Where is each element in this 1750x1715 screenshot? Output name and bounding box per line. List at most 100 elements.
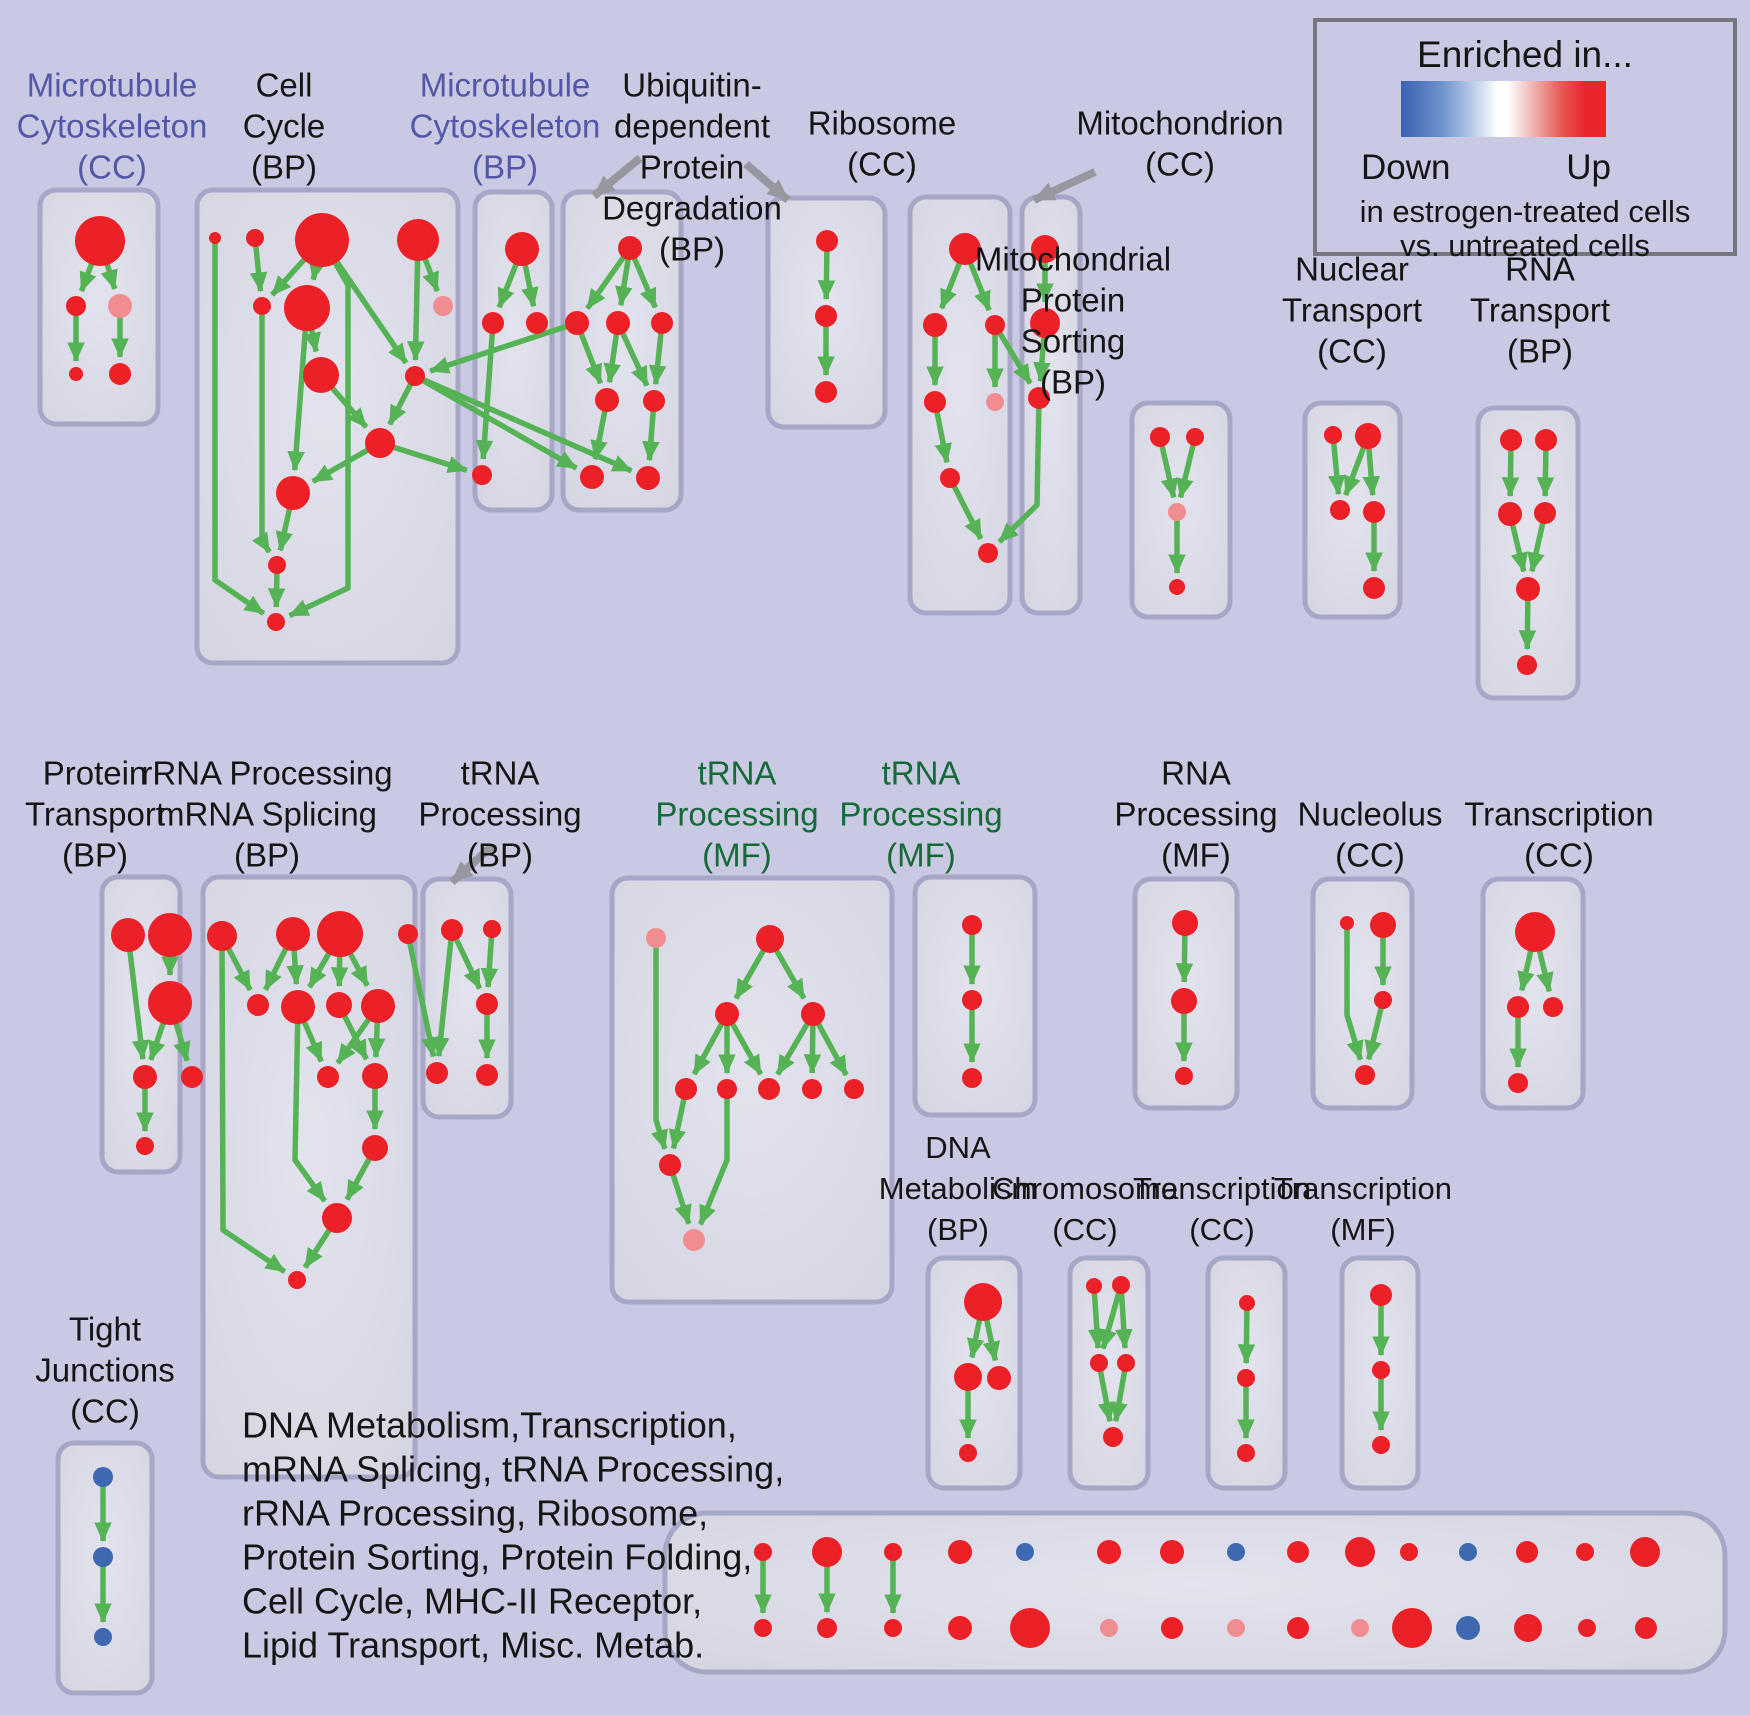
edge-arrow	[1176, 436, 1198, 499]
go-term-node	[1363, 577, 1385, 599]
go-term-node	[1630, 1537, 1660, 1567]
go-term-node	[754, 1543, 772, 1561]
svg-text:(BP): (BP)	[1040, 364, 1106, 401]
legend-box: Enriched in... Down Up in estrogen-treat…	[1313, 18, 1737, 263]
go-term-node	[1086, 1278, 1102, 1294]
go-term-node	[636, 466, 660, 490]
label-cell-cycle: Cell Cycle (BP)	[243, 67, 326, 186]
go-term-node	[75, 216, 125, 266]
go-term-node	[924, 391, 946, 413]
go-term-node	[948, 1540, 972, 1564]
go-term-node	[964, 1283, 1002, 1321]
go-term-node	[1172, 910, 1198, 936]
edge-arrow	[125, 934, 150, 1061]
go-term-node	[505, 232, 539, 266]
go-term-node	[1340, 916, 1354, 930]
edge-arrow	[413, 373, 633, 474]
edge-arrow	[1088, 1285, 1106, 1350]
go-term-node	[1237, 1369, 1255, 1387]
svg-text:DNA: DNA	[925, 1130, 991, 1165]
go-term-node	[758, 1078, 780, 1100]
edge-arrow	[413, 373, 578, 471]
go-term-node	[1515, 912, 1555, 952]
svg-text:Transcription: Transcription	[1133, 1171, 1311, 1206]
go-term-node	[1535, 429, 1557, 451]
svg-text:Microtubule: Microtubule	[27, 67, 198, 104]
go-term-node	[66, 296, 86, 316]
go-term-node	[136, 1137, 154, 1155]
svg-text:mRNA Splicing: mRNA Splicing	[157, 796, 377, 833]
svg-text:Chromosome: Chromosome	[992, 1171, 1178, 1206]
go-term-node	[317, 1066, 339, 1088]
go-term-node	[361, 989, 395, 1023]
go-term-node	[754, 1619, 772, 1637]
go-term-node	[365, 428, 395, 458]
go-term-node	[1028, 387, 1050, 409]
svg-text:Ubiquitin-: Ubiquitin-	[622, 67, 761, 104]
svg-text:Processing: Processing	[418, 796, 581, 833]
svg-text:Mitochondrion: Mitochondrion	[1076, 105, 1283, 142]
go-term-node	[1186, 428, 1204, 446]
go-term-node	[526, 312, 548, 334]
edge-arrow	[997, 397, 1042, 544]
edge-arrow	[1157, 436, 1179, 499]
label-rna-transport: RNA Transport (BP)	[1470, 251, 1610, 370]
svg-text:Sorting: Sorting	[1021, 323, 1126, 360]
go-term-node	[580, 465, 604, 489]
legend-up-label: Up	[1566, 148, 1611, 187]
go-term-node	[207, 921, 237, 951]
go-term-node	[606, 311, 630, 335]
go-term-node	[1330, 500, 1350, 520]
go-term-node	[93, 1547, 113, 1567]
svg-text:(CC): (CC)	[1335, 837, 1405, 874]
go-term-node	[94, 1628, 112, 1646]
svg-text:(CC): (CC)	[77, 149, 147, 186]
go-term-node	[816, 230, 838, 252]
label-protein-transport: Protein Transport (BP)	[25, 755, 165, 874]
go-term-node	[1516, 577, 1540, 601]
label-nucleolus: Nucleolus (CC)	[1298, 796, 1443, 874]
go-term-node	[1171, 988, 1197, 1014]
go-term-node	[1392, 1608, 1432, 1648]
go-term-node	[1010, 1608, 1050, 1648]
go-term-node	[1227, 1619, 1245, 1637]
go-term-node	[268, 556, 286, 574]
svg-text:Protein Sorting, Protein Foldi: Protein Sorting, Protein Folding,	[242, 1537, 752, 1578]
go-term-node	[281, 990, 315, 1024]
edge-arrow	[1115, 1284, 1133, 1350]
svg-text:Nucleolus: Nucleolus	[1298, 796, 1443, 833]
svg-text:Cycle: Cycle	[243, 108, 326, 145]
go-term-node	[962, 1068, 982, 1088]
go-term-node	[1169, 579, 1185, 595]
go-term-node	[683, 1229, 705, 1251]
legend-subtitle-1: in estrogen-treated cells	[1359, 194, 1691, 229]
edge-arrow	[650, 938, 668, 1150]
go-term-node	[246, 229, 264, 247]
go-term-node	[812, 1537, 842, 1567]
edge-arrow	[697, 1089, 730, 1226]
edge-arrow	[429, 320, 578, 374]
svg-text:rRNA Processing, Ribosome,: rRNA Processing, Ribosome,	[242, 1493, 708, 1534]
svg-text:(BP): (BP)	[927, 1212, 989, 1247]
svg-text:Protein: Protein	[43, 755, 148, 792]
go-term-node	[1370, 912, 1396, 938]
go-term-node	[643, 390, 665, 412]
go-term-node	[1287, 1617, 1309, 1639]
go-term-node	[717, 1079, 737, 1099]
svg-text:(CC): (CC)	[70, 1393, 140, 1430]
svg-text:(CC): (CC)	[1317, 333, 1387, 370]
go-term-node	[1090, 1354, 1108, 1372]
go-term-node	[276, 476, 310, 510]
go-term-node	[482, 312, 504, 334]
go-term-node	[398, 924, 418, 944]
svg-text:Ribosome: Ribosome	[808, 105, 957, 142]
go-term-node	[253, 297, 271, 315]
edge-arrow	[252, 306, 272, 554]
label-rrna-mrna: rRNA Processing mRNA Splicing (BP)	[141, 755, 392, 874]
go-term-node	[844, 1079, 864, 1099]
label-pointer-arrow-icon	[743, 160, 791, 204]
go-term-node	[1239, 1295, 1255, 1311]
go-term-node	[756, 925, 784, 953]
svg-text:Protein: Protein	[640, 149, 745, 186]
go-term-node	[267, 613, 285, 631]
